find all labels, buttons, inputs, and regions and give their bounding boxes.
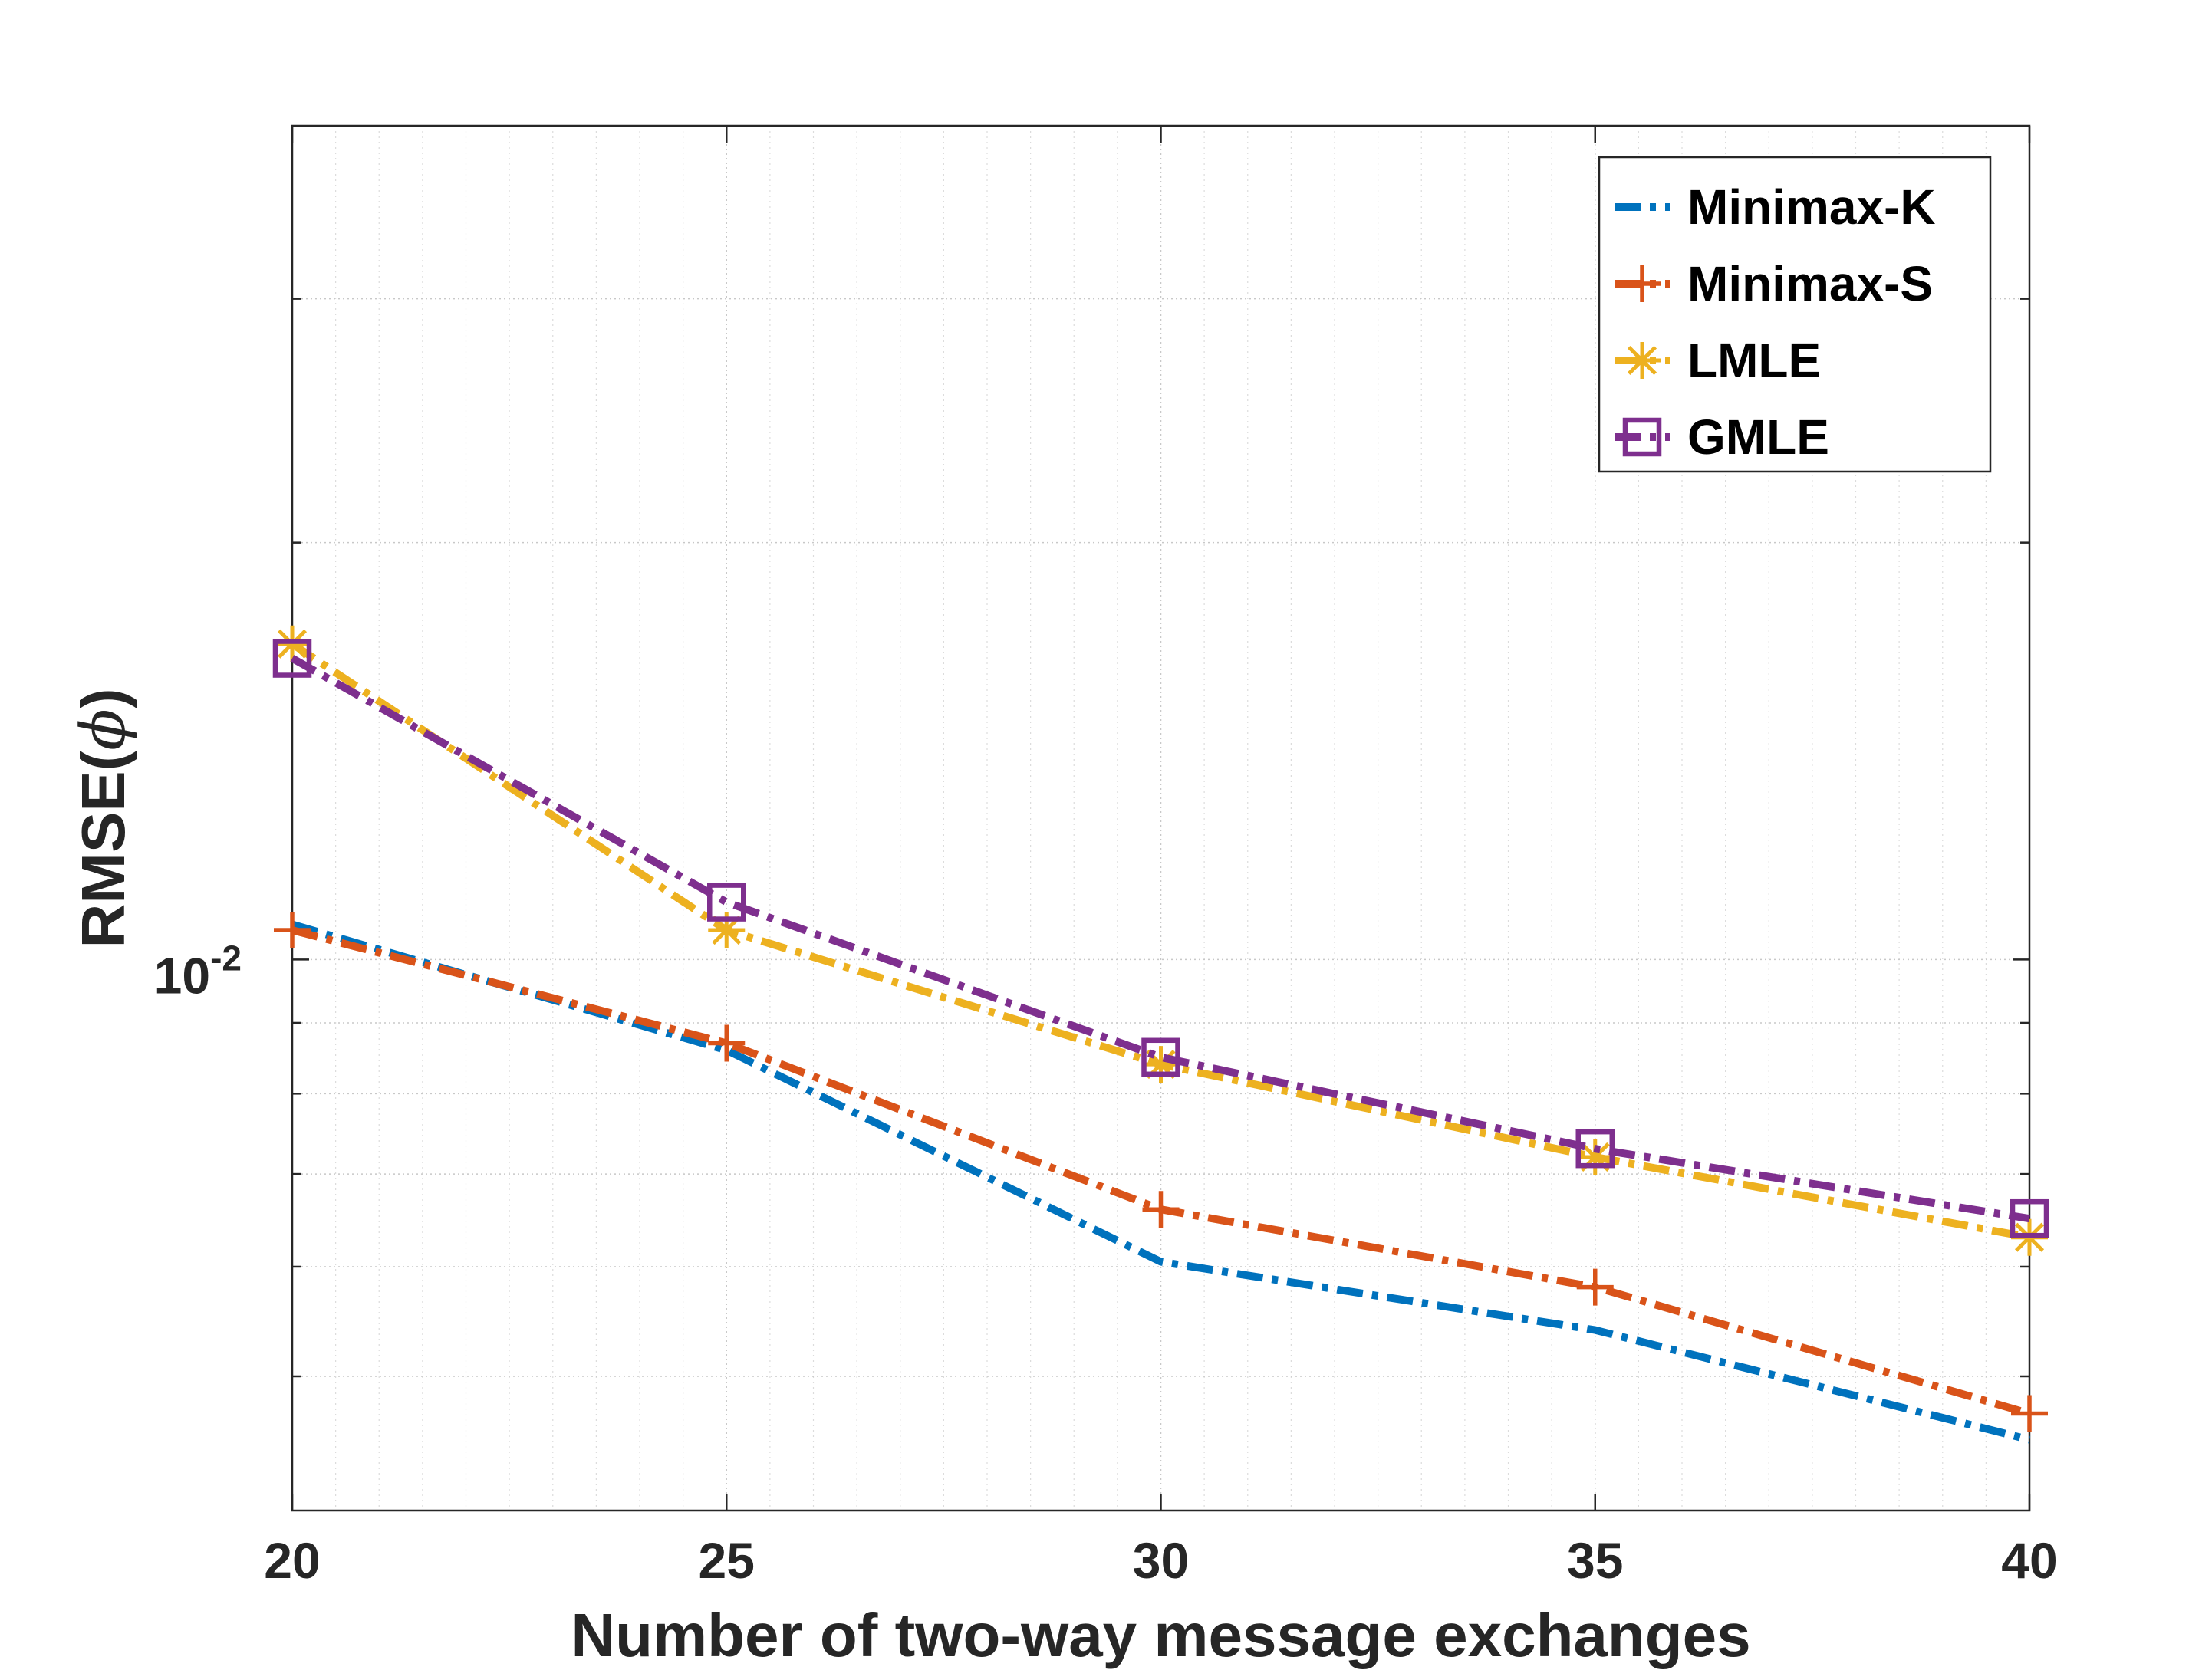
square-marker: [2010, 1198, 2049, 1238]
minor-grid: [335, 126, 1987, 1511]
square-marker: [707, 883, 746, 922]
y-tick-base: 10: [154, 947, 210, 1004]
y-axis-title-close: ): [69, 689, 137, 709]
legend-label: LMLE: [1687, 333, 1821, 388]
y-axis-title: RMSE(ϕ): [67, 689, 139, 948]
square-marker: [272, 639, 312, 678]
legend-label: GMLE: [1687, 409, 1829, 465]
x-axis-title: Number of two-way message exchanges: [571, 1601, 1750, 1669]
plus-marker: [708, 1024, 746, 1062]
x-tick-label: 30: [1133, 1532, 1189, 1589]
series-layer: [272, 625, 2049, 1444]
plus-marker: [274, 912, 311, 949]
y-tick-exponent: -2: [210, 938, 242, 978]
legend-label: Minimax-K: [1687, 179, 1936, 235]
series-gmle: [272, 639, 2049, 1238]
y-tick-label: 10-2: [154, 938, 242, 1004]
series-minimax-k: [291, 920, 2031, 1444]
plus-marker: [1624, 265, 1661, 302]
x-tick-label: 25: [699, 1532, 755, 1589]
x-tick-label: 35: [1567, 1532, 1623, 1589]
y-axis-title-main: RMSE(: [69, 750, 137, 948]
asterisk-marker: [1142, 1046, 1180, 1083]
asterisk-marker: [1624, 342, 1661, 379]
legend-label: Minimax-S: [1687, 256, 1933, 311]
plus-marker: [1576, 1268, 1614, 1306]
asterisk-marker: [708, 912, 746, 949]
series-line: [291, 920, 2031, 1444]
x-tick-labels: 20 25 30 35 40: [264, 1532, 2057, 1589]
legend-box: [1598, 156, 1992, 473]
major-grid: [292, 126, 2029, 1511]
x-tick-label: 20: [264, 1532, 320, 1589]
square-marker: [1141, 1037, 1180, 1077]
legend: Minimax-K Minimax-S LMLE GMLE: [1598, 156, 1992, 473]
series-minimax-s: [274, 912, 2048, 1432]
y-axis-title-symbol: ϕ: [67, 708, 139, 751]
plus-marker: [1142, 1191, 1180, 1228]
square-marker: [1622, 417, 1662, 457]
axis-ticks: [291, 126, 2031, 1511]
asterisk-marker: [1576, 1138, 1614, 1175]
square-marker: [1575, 1129, 1615, 1169]
x-tick-label: 40: [2001, 1532, 2057, 1589]
plus-marker: [2011, 1395, 2048, 1432]
